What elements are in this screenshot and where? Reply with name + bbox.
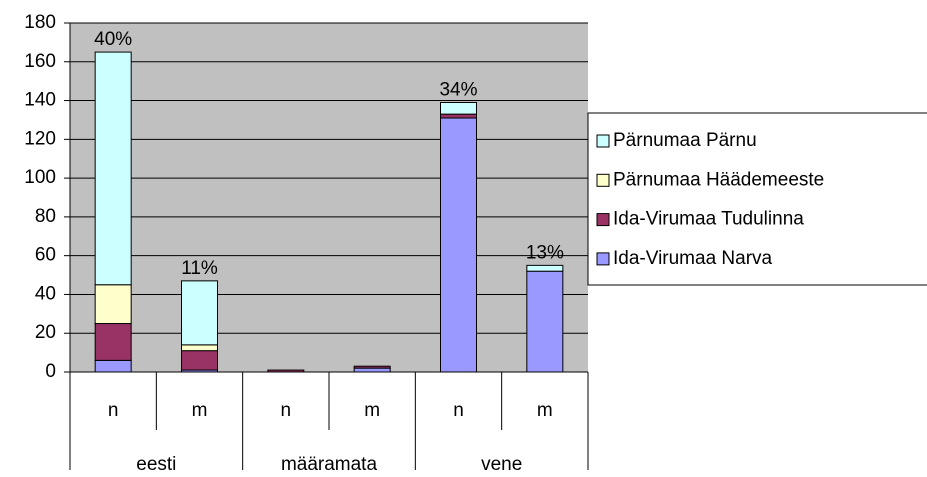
y-tick-label: 60 bbox=[35, 245, 56, 266]
bar-segment bbox=[181, 344, 218, 352]
y-tick-label: 180 bbox=[24, 12, 56, 33]
legend-label: Pärnumaa Häädemeeste bbox=[613, 169, 824, 190]
bar-segment bbox=[440, 117, 477, 373]
total-label: 34% bbox=[439, 80, 477, 101]
bar-segment bbox=[94, 359, 132, 373]
plot-area bbox=[70, 23, 588, 372]
y-tick-label: 0 bbox=[45, 361, 56, 382]
bar-segment bbox=[526, 264, 564, 272]
bar-segment bbox=[181, 350, 218, 371]
legend-label: Ida-Virumaa Tudulinna bbox=[613, 209, 804, 230]
bar-segment bbox=[94, 323, 132, 361]
legend-swatch bbox=[596, 252, 610, 266]
bar-segment bbox=[353, 365, 391, 369]
x-tick-label: n bbox=[453, 400, 464, 421]
total-label: 13% bbox=[526, 242, 564, 263]
total-label: 40% bbox=[94, 29, 132, 50]
total-label: 11% bbox=[181, 258, 218, 279]
x-tick-label: n bbox=[108, 400, 119, 421]
legend-label: Ida-Virumaa Narva bbox=[613, 248, 773, 269]
bar-segment bbox=[181, 280, 218, 346]
x-tick-label: n bbox=[281, 400, 292, 421]
y-tick-label: 120 bbox=[24, 128, 56, 149]
group-label: eesti bbox=[136, 454, 176, 475]
x-tick-label: m bbox=[192, 400, 208, 421]
bar-segment bbox=[94, 51, 132, 286]
x-tick-label: m bbox=[537, 400, 553, 421]
group-label: vene bbox=[481, 454, 522, 475]
bar-segment bbox=[94, 284, 132, 325]
bar-segment bbox=[353, 367, 391, 373]
y-tick-label: 100 bbox=[24, 167, 56, 188]
group-label: määramata bbox=[281, 454, 378, 475]
legend-swatch bbox=[596, 173, 610, 187]
x-tick-label: m bbox=[364, 400, 380, 421]
y-tick-label: 160 bbox=[24, 51, 56, 72]
y-tick-label: 140 bbox=[24, 90, 56, 111]
y-tick-label: 80 bbox=[35, 206, 56, 227]
legend-swatch bbox=[596, 134, 610, 148]
bar-segment bbox=[526, 270, 564, 373]
y-tick-label: 40 bbox=[35, 283, 56, 304]
y-tick-label: 20 bbox=[35, 322, 56, 343]
legend-box bbox=[587, 112, 927, 286]
legend-label: Pärnumaa Pärnu bbox=[613, 130, 757, 151]
legend-swatch bbox=[596, 213, 610, 227]
bar-segment bbox=[440, 101, 477, 115]
bar-segment bbox=[440, 113, 477, 119]
